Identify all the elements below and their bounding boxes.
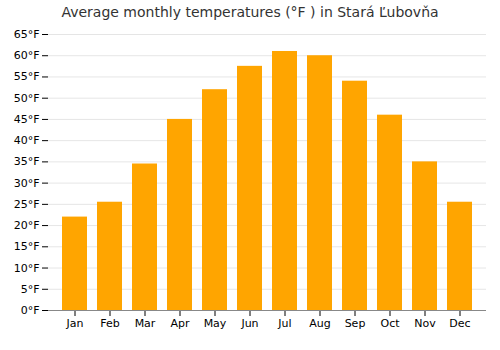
svg-text:45°F: 45°F: [14, 113, 40, 126]
svg-text:60°F: 60°F: [14, 49, 40, 62]
svg-text:Mar: Mar: [135, 317, 156, 330]
svg-text:Oct: Oct: [380, 317, 400, 330]
svg-text:20°F: 20°F: [14, 219, 40, 232]
svg-text:15°F: 15°F: [14, 240, 40, 253]
svg-text:May: May: [204, 317, 227, 330]
svg-text:35°F: 35°F: [14, 155, 40, 168]
svg-text:Nov: Nov: [414, 317, 436, 330]
svg-text:25°F: 25°F: [14, 198, 40, 211]
svg-text:40°F: 40°F: [14, 134, 40, 147]
html-text:Average monthly temperatures (: Average monthly temperatures (°F ) in St…: [61, 4, 439, 20]
svg-text:Aug: Aug: [309, 317, 330, 330]
svg-text:0°F: 0°F: [21, 304, 40, 317]
svg-text:50°F: 50°F: [14, 92, 40, 105]
svg-text:55°F: 55°F: [14, 70, 40, 83]
svg-text:Jan: Jan: [66, 317, 84, 330]
svg-text:Dec: Dec: [449, 317, 470, 330]
svg-text:Jun: Jun: [240, 317, 258, 330]
svg-text:Jul: Jul: [277, 317, 291, 330]
svg-text:Feb: Feb: [100, 317, 119, 330]
svg-text:5°F: 5°F: [21, 283, 40, 296]
svg-text:Apr: Apr: [170, 317, 190, 330]
svg-text:Sep: Sep: [345, 317, 366, 330]
svg-text:65°F: 65°F: [14, 28, 40, 41]
svg-text:10°F: 10°F: [14, 262, 40, 275]
svg-text:30°F: 30°F: [14, 177, 40, 190]
